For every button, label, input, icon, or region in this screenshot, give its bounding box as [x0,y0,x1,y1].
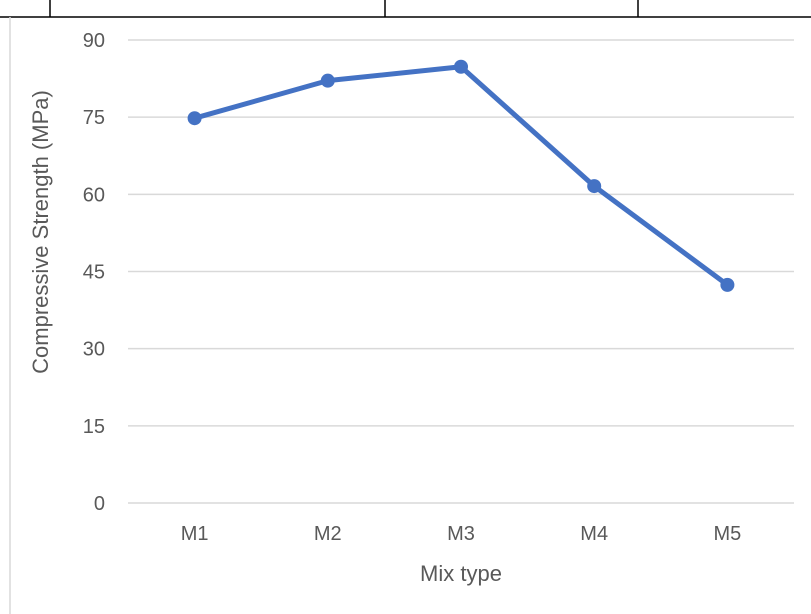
y-tick-label: 45 [83,262,105,284]
data-point-M4 [587,179,602,194]
data-point-M1 [187,111,202,126]
y-tick-label: 0 [94,493,105,515]
gridlines [128,39,794,504]
y-axis-title: Compressive Strength (MPa) [28,90,53,374]
x-tick-label: M3 [447,523,475,545]
x-tick-label: M1 [181,523,209,545]
x-tick-label: M5 [714,523,742,545]
series-lines [192,64,730,288]
x-axis-title: Mix type [420,561,502,586]
y-tick-label: 75 [83,107,105,129]
data-point-M5 [720,277,735,292]
page-frame [0,0,811,18]
data-point-M2 [320,73,335,88]
x-tick-label: M4 [580,523,608,545]
y-tick-labels: 0 15 30 45 60 75 90 [83,30,105,515]
series-line [192,64,730,288]
series-markers [187,59,735,292]
x-tick-labels: M1 M2 M3 M4 M5 [181,523,742,545]
y-tick-label: 15 [83,416,105,438]
data-point-M3 [454,59,468,74]
y-tick-label: 90 [83,30,105,52]
y-tick-label: 30 [83,339,105,361]
x-tick-label: M2 [314,523,342,545]
y-tick-label: 60 [83,184,105,206]
